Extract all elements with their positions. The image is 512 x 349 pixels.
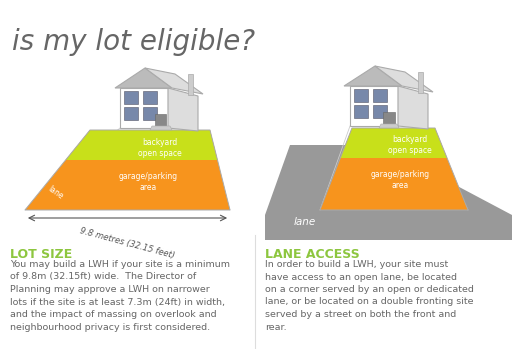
Polygon shape	[155, 114, 166, 128]
Polygon shape	[375, 66, 433, 92]
Text: garage/parking
area: garage/parking area	[371, 170, 430, 191]
Polygon shape	[418, 72, 423, 93]
Text: 9.8 metres (32.15 feet): 9.8 metres (32.15 feet)	[78, 226, 176, 260]
Polygon shape	[188, 74, 193, 95]
Polygon shape	[350, 86, 398, 126]
Polygon shape	[398, 86, 428, 129]
Polygon shape	[354, 105, 368, 118]
Text: backyard
open space: backyard open space	[388, 135, 432, 155]
Text: LANE ACCESS: LANE ACCESS	[265, 248, 360, 261]
Polygon shape	[150, 126, 172, 130]
Polygon shape	[120, 88, 168, 128]
Text: You may build a LWH if your site is a minimum
of 9.8m (32.15ft) wide.  The Direc: You may build a LWH if your site is a mi…	[10, 260, 230, 332]
Polygon shape	[265, 145, 512, 240]
Polygon shape	[124, 107, 138, 120]
Polygon shape	[143, 107, 157, 120]
Text: backyard
open space: backyard open space	[138, 138, 182, 158]
Polygon shape	[383, 112, 395, 126]
Text: garage/parking
area: garage/parking area	[118, 172, 178, 192]
Text: lane: lane	[46, 185, 65, 201]
Text: is my lot eligible?: is my lot eligible?	[12, 28, 255, 56]
Polygon shape	[25, 130, 230, 210]
Polygon shape	[143, 91, 157, 104]
Text: LOT SIZE: LOT SIZE	[10, 248, 72, 261]
Polygon shape	[373, 89, 387, 102]
Polygon shape	[168, 88, 198, 131]
Polygon shape	[66, 130, 218, 160]
Polygon shape	[373, 105, 387, 118]
Polygon shape	[344, 66, 402, 86]
Text: In order to build a LWH, your site must
have access to an open lane, be located
: In order to build a LWH, your site must …	[265, 260, 474, 332]
Text: lane: lane	[294, 217, 316, 227]
Polygon shape	[379, 124, 399, 128]
Polygon shape	[124, 91, 138, 104]
Polygon shape	[340, 128, 447, 158]
Polygon shape	[320, 128, 468, 210]
Polygon shape	[145, 68, 203, 94]
Polygon shape	[115, 68, 172, 88]
Polygon shape	[354, 89, 368, 102]
